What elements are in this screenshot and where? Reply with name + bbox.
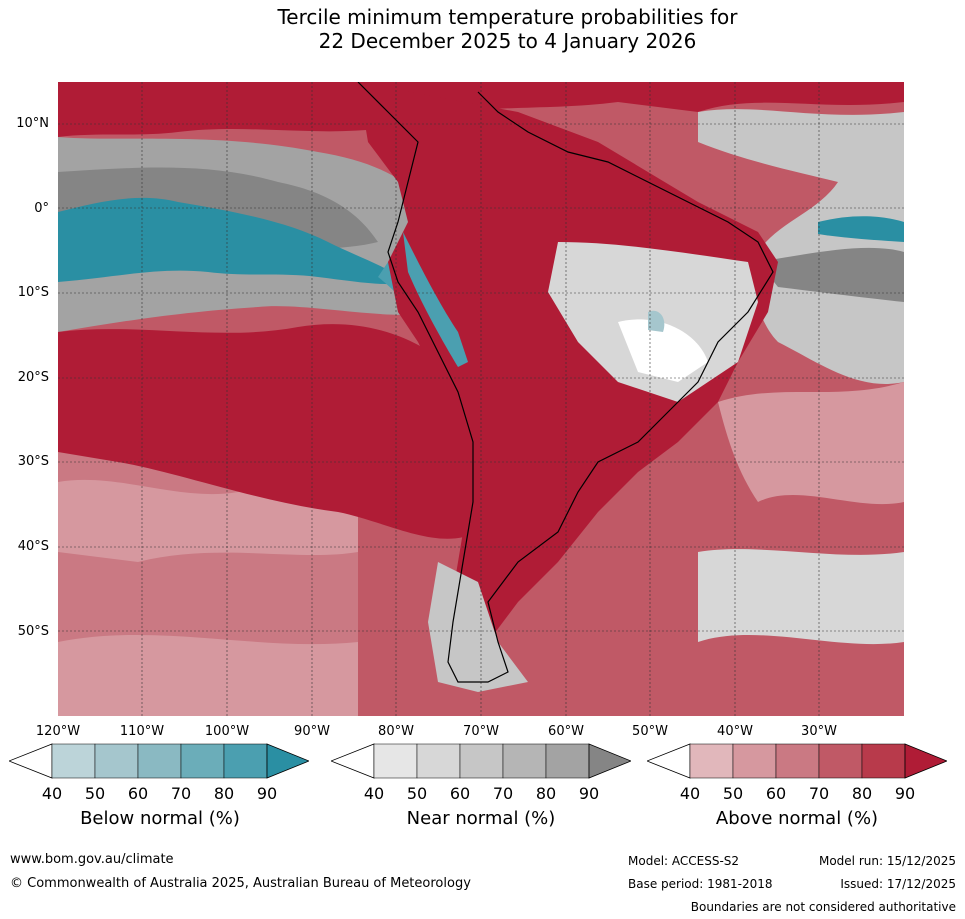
colorbar-near-swatch-3 bbox=[459, 743, 504, 779]
website-link[interactable]: www.bom.gov.au/climate bbox=[10, 852, 174, 867]
lat-label-20s: 20°S bbox=[17, 370, 49, 385]
lon-label-70w: 70°W bbox=[463, 724, 499, 739]
colorbar-above-swatch-0 bbox=[647, 743, 691, 779]
coastline bbox=[357, 82, 774, 683]
issued-text: Issued: 17/12/2025 bbox=[840, 877, 956, 891]
graticule bbox=[58, 82, 904, 716]
colorbar-below-swatch-3 bbox=[137, 743, 182, 779]
colorbar-above-swatch-3 bbox=[775, 743, 820, 779]
region-andes-below bbox=[403, 232, 468, 367]
below-tick-40: 40 bbox=[41, 784, 63, 803]
disclaimer-text: Boundaries are not considered authoritat… bbox=[690, 900, 956, 914]
lon-label-100w: 100°W bbox=[204, 724, 250, 739]
lon-label-50w: 50°W bbox=[632, 724, 668, 739]
below-tick-60: 60 bbox=[127, 784, 149, 803]
above-tick-70: 70 bbox=[808, 784, 830, 803]
model-run-text: Model run: 15/12/2025 bbox=[818, 854, 956, 868]
lon-label-110w: 110°W bbox=[119, 724, 165, 739]
colorbar-below-swatch-4 bbox=[180, 743, 225, 779]
lon-label-80w: 80°W bbox=[378, 724, 414, 739]
copyright-text: © Commonwealth of Australia 2025, Austra… bbox=[10, 876, 471, 891]
colorbar-below bbox=[9, 743, 309, 779]
colorbar-below-swatch-0 bbox=[9, 743, 53, 779]
colorbar-near-swatch-1 bbox=[373, 743, 418, 779]
below-tick-90: 90 bbox=[256, 784, 278, 803]
lat-label-30s: 30°S bbox=[17, 454, 49, 469]
map-canvas bbox=[58, 82, 904, 716]
colorbar-above-swatch-2 bbox=[732, 743, 777, 779]
lon-label-40w: 40°W bbox=[717, 724, 753, 739]
near-tick-50: 50 bbox=[406, 784, 428, 803]
lat-label-40s: 40°S bbox=[17, 539, 49, 554]
lat-label-10s: 10°S bbox=[17, 285, 49, 300]
region-near-50-southeast bbox=[698, 549, 904, 645]
colorbar-near bbox=[331, 743, 631, 779]
region-above-50-south bbox=[58, 634, 358, 716]
colorbar-above-swatch-5 bbox=[861, 743, 906, 779]
colorbar-above-swatch-6 bbox=[904, 743, 947, 779]
region-below-90-atlantic bbox=[818, 216, 904, 242]
above-tick-50: 50 bbox=[722, 784, 744, 803]
colorbar-near-swatch-4 bbox=[502, 743, 547, 779]
colorbar-below-swatch-6 bbox=[266, 743, 309, 779]
colorbar-above-swatch-1 bbox=[689, 743, 734, 779]
colorbar-below-swatch-1 bbox=[51, 743, 96, 779]
region-below-90 bbox=[58, 197, 408, 285]
lon-label-120w: 120°W bbox=[35, 724, 81, 739]
above-normal-label: Above normal (%) bbox=[715, 808, 879, 829]
below-tick-80: 80 bbox=[213, 784, 235, 803]
region-land-below-60 bbox=[648, 310, 665, 332]
near-tick-60: 60 bbox=[449, 784, 471, 803]
lon-label-30w: 30°W bbox=[801, 724, 837, 739]
lon-label-90w: 90°W bbox=[294, 724, 330, 739]
near-tick-40: 40 bbox=[363, 784, 385, 803]
colorbar-near-swatch-6 bbox=[588, 743, 631, 779]
region-land-above-90 bbox=[358, 82, 778, 682]
lon-label-60w: 60°W bbox=[548, 724, 584, 739]
region-near-90-atlantic bbox=[758, 247, 904, 302]
colorbar-below-swatch-2 bbox=[94, 743, 139, 779]
above-tick-80: 80 bbox=[851, 784, 873, 803]
lat-label-10n: 10°N bbox=[16, 116, 49, 131]
below-normal-label: Below normal (%) bbox=[80, 808, 240, 829]
near-tick-80: 80 bbox=[535, 784, 557, 803]
colorbar-above bbox=[647, 743, 947, 779]
title-line-1: Tercile minimum temperature probabilitie… bbox=[277, 5, 738, 29]
region-land-white bbox=[618, 319, 708, 382]
above-tick-90: 90 bbox=[894, 784, 916, 803]
near-tick-70: 70 bbox=[492, 784, 514, 803]
colorbar-below-swatch-5 bbox=[223, 743, 268, 779]
region-near-70-atlantic bbox=[698, 109, 904, 384]
colorbar-near-swatch-2 bbox=[416, 743, 461, 779]
chart-title: Tercile minimum temperature probabilitie… bbox=[0, 5, 965, 53]
colorbar-near-swatch-5 bbox=[545, 743, 590, 779]
above-tick-40: 40 bbox=[679, 784, 701, 803]
base-period-text: Base period: 1981-2018 bbox=[628, 877, 773, 891]
lat-label-50s: 50°S bbox=[17, 624, 49, 639]
colorbar-above-swatch-4 bbox=[818, 743, 863, 779]
above-tick-60: 60 bbox=[765, 784, 787, 803]
below-tick-70: 70 bbox=[170, 784, 192, 803]
title-line-2: 22 December 2025 to 4 January 2026 bbox=[318, 29, 697, 53]
near-normal-label: Near normal (%) bbox=[406, 808, 556, 829]
near-tick-90: 90 bbox=[578, 784, 600, 803]
below-tick-50: 50 bbox=[84, 784, 106, 803]
model-text: Model: ACCESS-S2 bbox=[628, 854, 740, 868]
colorbar-near-swatch-0 bbox=[331, 743, 375, 779]
region-above-50-east bbox=[718, 382, 904, 505]
region-patagonia-near bbox=[428, 562, 528, 692]
lat-label-0: 0° bbox=[34, 201, 49, 216]
probability-map bbox=[58, 82, 904, 716]
